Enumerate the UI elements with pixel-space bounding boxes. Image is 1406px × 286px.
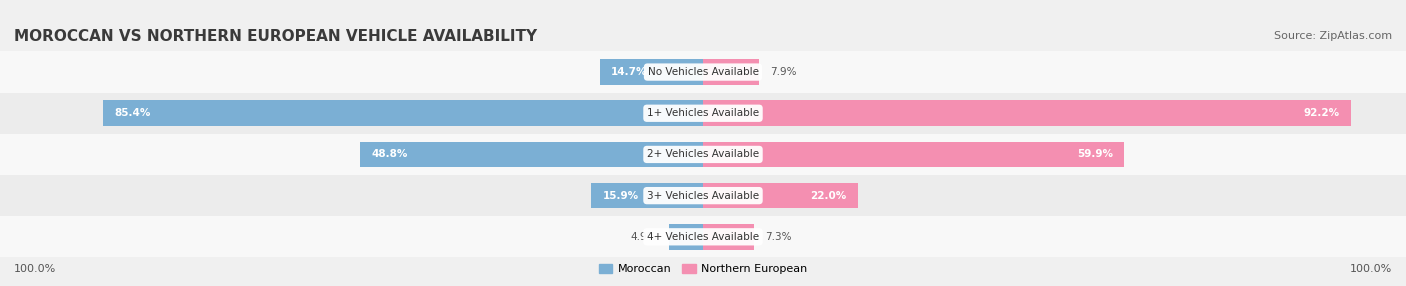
Bar — [103, 100, 703, 126]
Bar — [0, 175, 1406, 216]
Text: No Vehicles Available: No Vehicles Available — [648, 67, 758, 77]
Text: 100.0%: 100.0% — [14, 264, 56, 274]
Text: 4.9%: 4.9% — [631, 232, 657, 242]
Text: Source: ZipAtlas.com: Source: ZipAtlas.com — [1274, 31, 1392, 41]
Bar — [0, 51, 1406, 93]
Text: 7.9%: 7.9% — [770, 67, 796, 77]
Text: 1+ Vehicles Available: 1+ Vehicles Available — [647, 108, 759, 118]
Text: 7.3%: 7.3% — [765, 232, 792, 242]
Text: MOROCCAN VS NORTHERN EUROPEAN VEHICLE AVAILABILITY: MOROCCAN VS NORTHERN EUROPEAN VEHICLE AV… — [14, 29, 537, 43]
Text: 100.0%: 100.0% — [1350, 264, 1392, 274]
Bar — [703, 183, 858, 208]
Text: 14.7%: 14.7% — [612, 67, 647, 77]
Text: 92.2%: 92.2% — [1303, 108, 1340, 118]
Text: 48.8%: 48.8% — [371, 150, 408, 159]
Text: 22.0%: 22.0% — [810, 191, 846, 200]
Legend: Moroccan, Northern European: Moroccan, Northern European — [595, 259, 811, 279]
Bar — [0, 216, 1406, 257]
Bar — [591, 183, 703, 208]
Bar — [703, 142, 1125, 167]
Bar — [599, 59, 703, 85]
Bar — [669, 224, 703, 250]
Text: 3+ Vehicles Available: 3+ Vehicles Available — [647, 191, 759, 200]
Bar — [0, 134, 1406, 175]
Bar — [703, 59, 759, 85]
Text: 59.9%: 59.9% — [1077, 150, 1114, 159]
Text: 85.4%: 85.4% — [114, 108, 150, 118]
Text: 2+ Vehicles Available: 2+ Vehicles Available — [647, 150, 759, 159]
Bar — [703, 100, 1351, 126]
Text: 4+ Vehicles Available: 4+ Vehicles Available — [647, 232, 759, 242]
Bar — [0, 93, 1406, 134]
Bar — [703, 224, 754, 250]
Bar — [360, 142, 703, 167]
Text: 15.9%: 15.9% — [603, 191, 638, 200]
